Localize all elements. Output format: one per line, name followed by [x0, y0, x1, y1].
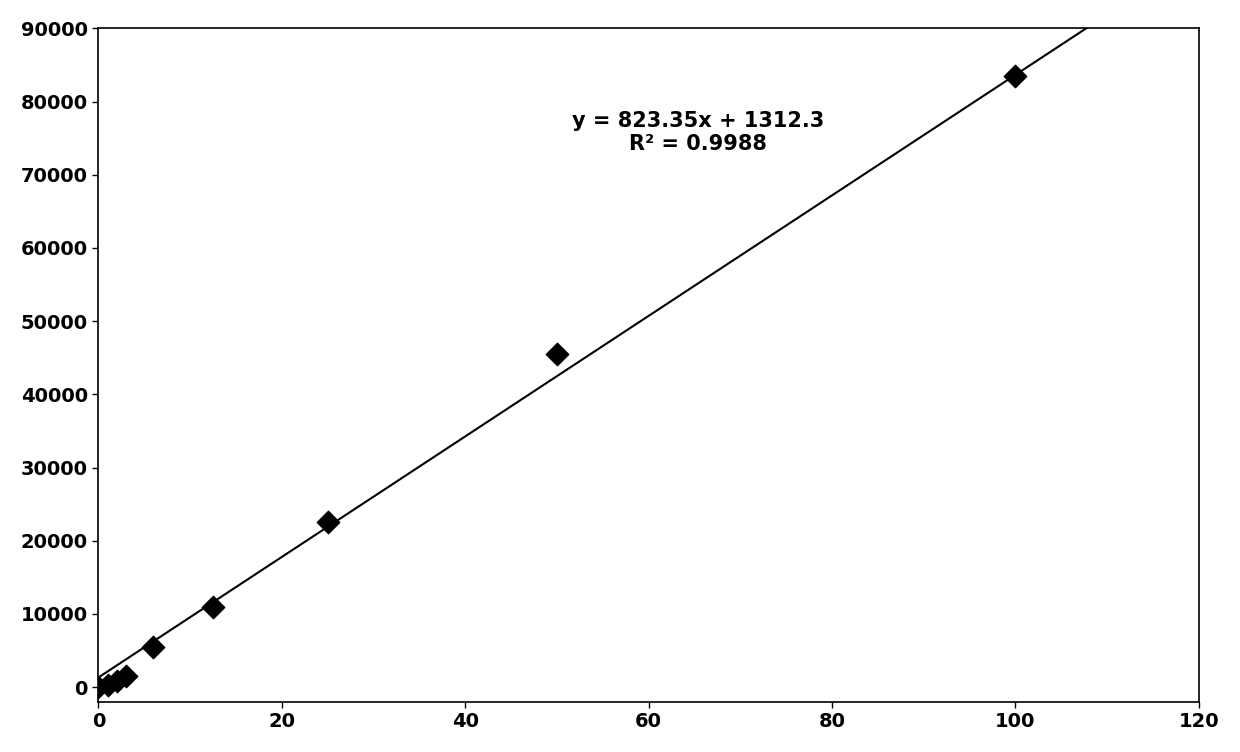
Text: y = 823.35x + 1312.3
R² = 0.9988: y = 823.35x + 1312.3 R² = 0.9988 [572, 111, 825, 154]
Point [317, 517, 337, 529]
Point [117, 670, 136, 682]
Point [1006, 70, 1025, 82]
Point [144, 641, 164, 653]
Point [203, 601, 223, 613]
Point [88, 681, 108, 693]
Point [98, 679, 118, 691]
Point [547, 348, 567, 360]
Point [107, 675, 126, 687]
